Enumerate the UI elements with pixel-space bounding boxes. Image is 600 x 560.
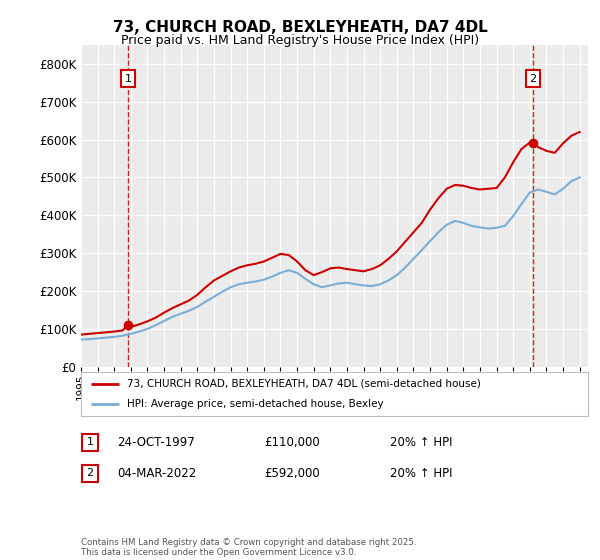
Text: 73, CHURCH ROAD, BEXLEYHEATH, DA7 4DL: 73, CHURCH ROAD, BEXLEYHEATH, DA7 4DL [113,20,487,35]
Text: Price paid vs. HM Land Registry's House Price Index (HPI): Price paid vs. HM Land Registry's House … [121,34,479,46]
Text: £592,000: £592,000 [264,466,320,480]
Text: 24-OCT-1997: 24-OCT-1997 [117,436,195,449]
Text: £110,000: £110,000 [264,436,320,449]
Text: 2: 2 [529,73,536,83]
Text: 1: 1 [124,73,131,83]
Text: Contains HM Land Registry data © Crown copyright and database right 2025.
This d: Contains HM Land Registry data © Crown c… [81,538,416,557]
Text: 73, CHURCH ROAD, BEXLEYHEATH, DA7 4DL (semi-detached house): 73, CHURCH ROAD, BEXLEYHEATH, DA7 4DL (s… [127,379,481,389]
Text: 20% ↑ HPI: 20% ↑ HPI [390,466,452,480]
Text: 20% ↑ HPI: 20% ↑ HPI [390,436,452,449]
Text: 1: 1 [86,437,94,447]
Text: HPI: Average price, semi-detached house, Bexley: HPI: Average price, semi-detached house,… [127,399,383,409]
Text: 04-MAR-2022: 04-MAR-2022 [117,466,196,480]
Text: 2: 2 [86,468,94,478]
